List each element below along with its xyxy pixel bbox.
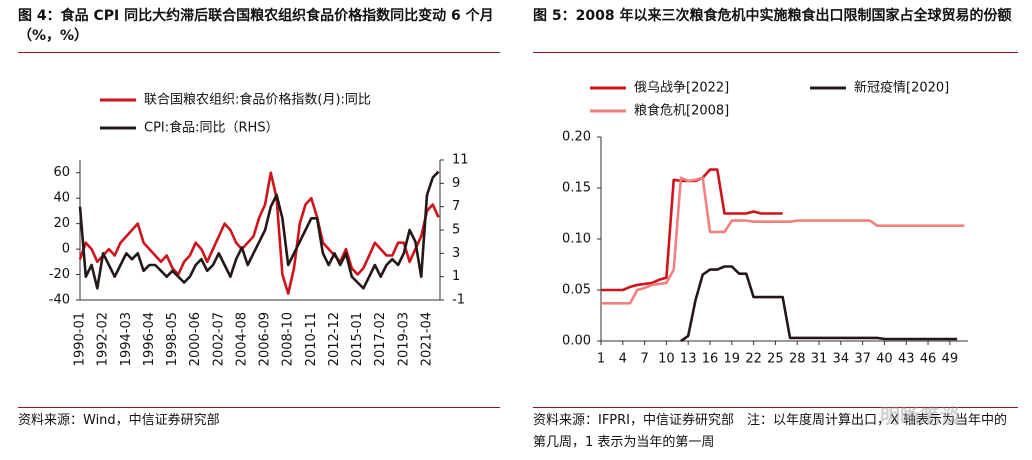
x-tick-label: 2012-12: [327, 312, 342, 366]
x-tick-label: 2004-08: [234, 312, 249, 366]
y-tick-label: 20: [53, 216, 70, 231]
series-line: [680, 265, 958, 343]
x-tick-label: 1998-05: [165, 312, 180, 366]
x-tick-label: 2010-11: [304, 312, 319, 366]
y-tick-label: 60: [53, 165, 70, 180]
x-tick-label: 2019-03: [396, 312, 411, 366]
x-tick-label: 28: [789, 352, 806, 367]
legend-label: CPI:食品:同比（RHS）: [144, 120, 279, 136]
x-tick-label: 1994-03: [119, 312, 134, 366]
y2-tick-label: 7: [452, 199, 460, 214]
legend-label: 新冠疫情[2020]: [854, 80, 949, 96]
y-tick-label: 0: [62, 242, 70, 257]
x-tick-label: 34: [833, 352, 850, 367]
x-tick-label: 1990-01: [73, 312, 88, 366]
y2-tick-label: 9: [452, 176, 460, 191]
x-tick-label: 1: [597, 352, 605, 367]
y-tick-label: 0.00: [562, 334, 591, 349]
y2-tick-label: 11: [452, 153, 469, 168]
y2-tick-label: 1: [452, 269, 460, 284]
rule: [18, 52, 500, 53]
x-tick-label: 25: [767, 352, 784, 367]
rule: [533, 407, 1018, 408]
x-tick-label: 49: [942, 352, 959, 367]
y-tick-label: 0.20: [562, 130, 591, 145]
y-tick-label: 0.10: [562, 232, 591, 247]
x-tick-label: 10: [658, 352, 675, 367]
chart-title: 图 5：2008 年以来三次粮食危机中实施粮食出口限制国家占全球贸易的份额: [533, 8, 1012, 24]
x-tick-label: 2000-06: [188, 312, 203, 366]
source: 资料来源：Wind，中信证券研究部: [18, 413, 220, 428]
x-tick-label: 2008-10: [281, 312, 296, 366]
x-tick-label: 7: [640, 352, 648, 367]
y2-tick-label: 5: [452, 223, 460, 238]
x-tick-label: 37: [854, 352, 871, 367]
x-tick-label: 2017-02: [373, 312, 388, 366]
x-tick-label: 4: [619, 352, 627, 367]
y-tick-label: 0.05: [562, 283, 591, 298]
x-tick-label: 2015-01: [350, 312, 365, 366]
x-tick-label: 1996-04: [142, 312, 157, 366]
series-line: [601, 168, 783, 292]
y-tick-label: 0.15: [562, 181, 591, 196]
x-tick-label: 1992-02: [96, 312, 111, 366]
series-line: [78, 170, 440, 290]
legend-label: 俄乌战争[2022]: [634, 80, 729, 96]
rule: [533, 52, 1018, 53]
series-line: [78, 171, 440, 295]
x-tick-label: 46: [920, 352, 937, 367]
x-tick-label: 16: [702, 352, 719, 367]
x-tick-label: 19: [724, 352, 741, 367]
x-tick-label: 13: [680, 352, 697, 367]
y-tick-label: 40: [53, 191, 70, 206]
x-tick-label: 43: [898, 352, 915, 367]
x-tick-label: 22: [745, 352, 762, 367]
y2-tick-label: -1: [452, 293, 465, 308]
watermark: 明晰笔谈: [880, 404, 960, 428]
y-tick-label: -20: [49, 267, 70, 282]
series-line: [601, 176, 965, 305]
chart-title: 图 4：食品 CPI 同比大约滞后联合国粮农组织食品价格指数同比变动 6 个月（…: [18, 8, 494, 44]
x-tick-label: 2021-04: [419, 312, 434, 366]
x-tick-label: 31: [811, 352, 828, 367]
legend-label: 粮食危机[2008]: [634, 103, 729, 119]
y-tick-label: -40: [49, 293, 70, 308]
x-tick-label: 2006-09: [258, 312, 273, 366]
source: 资料来源：IFPRI，中信证券研究部 注：以年度周计算出口，X 轴表示为当年中的…: [533, 413, 1008, 450]
legend-label: 联合国粮农组织:食品价格指数(月):同比: [144, 92, 371, 108]
x-tick-label: 40: [876, 352, 893, 367]
x-tick-label: 2002-07: [211, 312, 226, 366]
rule: [18, 407, 500, 408]
y2-tick-label: 3: [452, 246, 460, 261]
